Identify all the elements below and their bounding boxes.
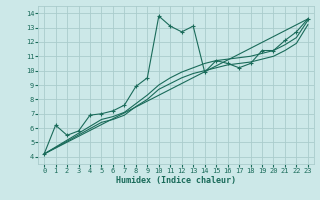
X-axis label: Humidex (Indice chaleur): Humidex (Indice chaleur) [116, 176, 236, 185]
